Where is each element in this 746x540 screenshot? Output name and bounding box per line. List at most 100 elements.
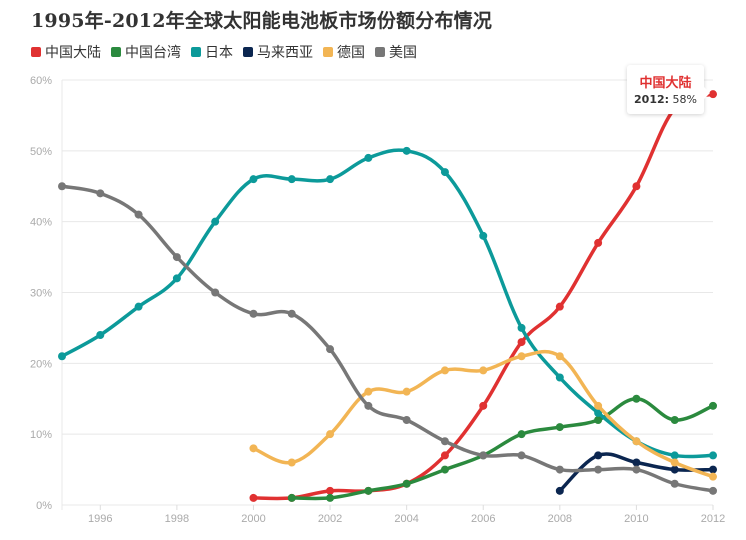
data-point-marker[interactable] — [517, 352, 526, 361]
data-point-marker[interactable] — [555, 302, 564, 311]
data-point-marker[interactable] — [287, 493, 296, 502]
data-point-marker[interactable] — [709, 90, 717, 99]
legend-item-taiwan[interactable]: 中国台湾 — [111, 42, 181, 62]
data-point-marker[interactable] — [287, 309, 296, 318]
data-point-marker[interactable] — [670, 416, 679, 424]
legend-item-germany[interactable]: 德国 — [323, 42, 365, 62]
y-tick-label: 30% — [30, 288, 52, 300]
y-tick-label: 40% — [30, 217, 52, 229]
data-point-marker[interactable] — [709, 486, 717, 495]
data-point-marker[interactable] — [632, 465, 641, 474]
data-point-marker[interactable] — [440, 465, 449, 474]
data-point-marker[interactable] — [594, 238, 603, 247]
data-point-marker[interactable] — [594, 451, 603, 460]
legend-label: 日本 — [205, 45, 233, 61]
data-point-marker[interactable] — [555, 423, 564, 432]
x-tick-label: 2012 — [701, 513, 725, 525]
data-point-marker[interactable] — [632, 394, 641, 403]
legend-item-usa[interactable]: 美国 — [375, 42, 417, 62]
data-point-marker[interactable] — [440, 366, 449, 375]
data-point-marker[interactable] — [172, 253, 181, 262]
data-point-marker[interactable] — [326, 345, 335, 354]
data-point-marker[interactable] — [479, 231, 488, 240]
series-line[interactable] — [555, 451, 717, 495]
data-point-marker[interactable] — [555, 465, 564, 474]
data-point-marker[interactable] — [670, 451, 679, 460]
data-point-marker[interactable] — [96, 189, 105, 198]
data-point-marker[interactable] — [211, 217, 220, 226]
gridlines — [61, 79, 714, 510]
data-point-marker[interactable] — [479, 401, 488, 410]
data-point-marker[interactable] — [326, 175, 335, 184]
data-point-marker[interactable] — [555, 373, 564, 382]
data-point-marker[interactable] — [594, 408, 603, 417]
y-axis: 0% 10% 20% 30% 40% 50% 60% — [30, 75, 52, 512]
data-point-marker[interactable] — [479, 366, 488, 375]
data-point-marker[interactable] — [670, 458, 679, 467]
data-point-marker[interactable] — [709, 401, 717, 410]
series-line[interactable] — [58, 182, 717, 495]
data-point-marker[interactable] — [249, 175, 258, 184]
data-point-marker[interactable] — [211, 288, 220, 297]
data-point-marker[interactable] — [364, 401, 373, 410]
data-point-marker[interactable] — [517, 430, 526, 439]
data-point-marker[interactable] — [594, 401, 603, 410]
series-line[interactable] — [58, 146, 717, 460]
data-point-marker[interactable] — [326, 493, 335, 502]
data-point-marker[interactable] — [440, 437, 449, 446]
data-point-marker[interactable] — [402, 479, 411, 488]
series-line[interactable] — [249, 349, 717, 481]
data-point-marker[interactable] — [58, 352, 66, 361]
data-point-marker[interactable] — [632, 437, 641, 446]
data-point-marker[interactable] — [249, 309, 258, 318]
legend-item-malaysia[interactable]: 马来西亚 — [243, 42, 313, 62]
data-point-marker[interactable] — [555, 486, 564, 495]
legend-label: 德国 — [337, 45, 365, 61]
plot-area[interactable] — [58, 90, 717, 502]
data-point-marker[interactable] — [58, 182, 66, 191]
data-point-marker[interactable] — [670, 465, 679, 474]
data-point-marker[interactable] — [594, 465, 603, 474]
data-point-marker[interactable] — [172, 274, 181, 283]
legend-item-japan[interactable]: 日本 — [191, 42, 233, 62]
data-point-marker[interactable] — [709, 465, 717, 474]
data-point-marker[interactable] — [517, 451, 526, 460]
data-point-marker[interactable] — [249, 493, 258, 502]
data-point-marker[interactable] — [709, 472, 717, 481]
data-point-marker[interactable] — [632, 182, 641, 191]
data-point-marker[interactable] — [479, 451, 488, 460]
data-point-marker[interactable] — [249, 444, 258, 453]
data-point-marker[interactable] — [96, 331, 105, 339]
tooltip: 中国大陆 2012: 58% — [627, 65, 710, 114]
legend-label: 中国台湾 — [125, 45, 181, 61]
data-point-marker[interactable] — [594, 416, 603, 424]
data-point-marker[interactable] — [555, 352, 564, 361]
series-line[interactable] — [287, 394, 717, 502]
legend-item-china-mainland[interactable]: 中国大陆 — [31, 42, 101, 62]
data-point-marker[interactable] — [326, 430, 335, 439]
data-point-marker[interactable] — [402, 387, 411, 396]
data-point-marker[interactable] — [440, 451, 449, 460]
y-tick-label: 60% — [30, 75, 52, 87]
data-point-marker[interactable] — [364, 387, 373, 396]
data-point-marker[interactable] — [670, 479, 679, 488]
data-point-marker[interactable] — [326, 486, 335, 495]
x-tick-label: 2010 — [624, 513, 648, 525]
data-point-marker[interactable] — [440, 168, 449, 177]
data-point-marker[interactable] — [287, 458, 296, 467]
data-point-marker[interactable] — [134, 210, 143, 219]
data-point-marker[interactable] — [517, 323, 526, 332]
data-point-marker[interactable] — [709, 451, 717, 460]
data-point-marker[interactable] — [632, 458, 641, 467]
data-point-marker[interactable] — [287, 175, 296, 184]
data-point-marker[interactable] — [402, 146, 411, 155]
data-point-marker[interactable] — [364, 486, 373, 495]
series-line[interactable] — [249, 90, 717, 502]
x-tick-label: 2002 — [318, 513, 342, 525]
data-point-marker[interactable] — [364, 153, 373, 162]
legend-label: 美国 — [389, 45, 417, 61]
data-point-marker[interactable] — [402, 416, 411, 424]
data-point-marker[interactable] — [134, 302, 143, 311]
data-point-marker[interactable] — [517, 338, 526, 347]
